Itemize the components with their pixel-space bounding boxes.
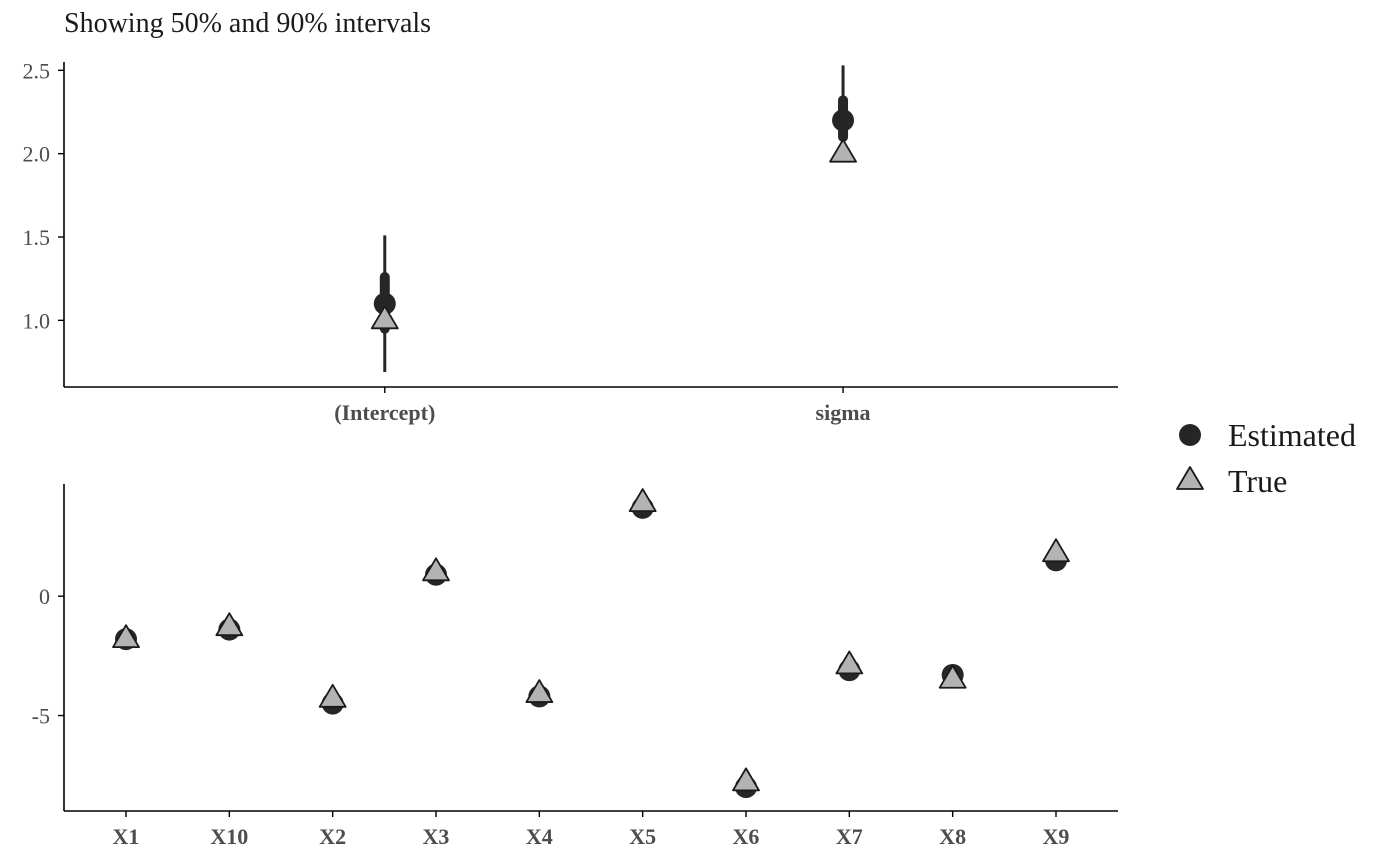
true-point [628, 488, 657, 512]
y-tick-label: 2.0 [23, 142, 51, 167]
true-point [422, 557, 450, 582]
x-tick-label: X3 [423, 824, 450, 849]
estimated-point [373, 292, 396, 315]
x-tick-label: X9 [1043, 824, 1070, 849]
true-point [525, 679, 554, 703]
legend-label-true: True [1228, 463, 1287, 499]
x-tick-label: (Intercept) [334, 400, 435, 425]
legend-true-key [1176, 466, 1204, 490]
y-tick-label: -5 [32, 704, 50, 729]
x-tick-label: X6 [733, 824, 760, 849]
y-tick-label: 1.5 [23, 225, 51, 250]
true-point [112, 624, 140, 649]
true-point [1042, 538, 1070, 563]
x-tick-label: X2 [319, 824, 346, 849]
estimated-point [832, 109, 855, 132]
true-point [829, 138, 857, 163]
true-point [938, 664, 967, 689]
chart-subtitle: Showing 50% and 90% intervals [64, 8, 432, 39]
panel-coefficients: -5 0 X1 X10 X2 X3 X4 X5 X6 X7 X8 X9 [32, 484, 1118, 849]
legend-label-estimated: Estimated [1228, 417, 1356, 453]
x-tick-label: X1 [113, 824, 140, 849]
y-tick-label: 1.0 [23, 308, 51, 333]
true-point [318, 683, 347, 708]
panel-intercept-sigma: 1.0 1.5 2.0 2.5 (Intercept) sigma [23, 58, 1118, 425]
true-point [215, 612, 244, 637]
x-tick-label: X8 [939, 824, 966, 849]
x-tick-label: sigma [816, 400, 871, 425]
y-tick-label: 0 [39, 584, 50, 609]
legend-estimated-key [1179, 424, 1201, 446]
true-point [732, 767, 760, 792]
x-tick-label: X4 [526, 824, 553, 849]
x-tick-label: X5 [629, 824, 656, 849]
x-tick-label: X10 [210, 824, 248, 849]
true-point [835, 650, 864, 675]
y-tick-label: 2.5 [23, 58, 51, 83]
x-tick-label: X7 [836, 824, 863, 849]
true-point [370, 305, 399, 330]
legend: Estimated True [1176, 417, 1356, 499]
